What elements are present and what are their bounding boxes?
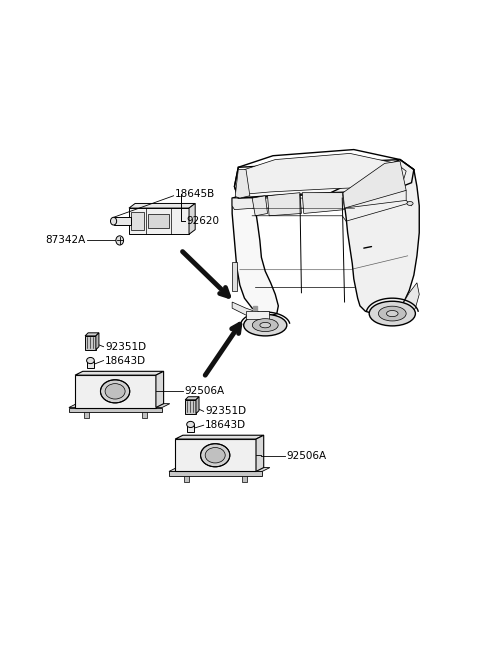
Polygon shape [69, 407, 162, 412]
Ellipse shape [100, 380, 130, 403]
Polygon shape [175, 435, 264, 439]
Polygon shape [185, 397, 199, 400]
Polygon shape [175, 439, 256, 472]
Polygon shape [235, 170, 250, 198]
Bar [84, 412, 89, 419]
Polygon shape [75, 371, 164, 375]
Bar [232, 262, 237, 291]
Polygon shape [85, 333, 99, 336]
Ellipse shape [386, 310, 398, 317]
Bar [148, 215, 169, 228]
Text: 92351D: 92351D [105, 342, 146, 352]
Polygon shape [169, 468, 270, 472]
Polygon shape [96, 333, 99, 350]
Polygon shape [343, 161, 406, 208]
Polygon shape [232, 194, 278, 316]
Polygon shape [75, 375, 156, 407]
Text: 18645B: 18645B [175, 189, 216, 199]
Polygon shape [302, 193, 345, 213]
Polygon shape [234, 159, 414, 198]
Text: 18643D: 18643D [105, 356, 146, 365]
Bar [184, 476, 189, 482]
Polygon shape [129, 208, 189, 234]
Ellipse shape [260, 323, 271, 328]
Ellipse shape [244, 314, 287, 336]
Ellipse shape [110, 217, 117, 225]
Ellipse shape [105, 384, 125, 399]
Polygon shape [85, 336, 96, 350]
Ellipse shape [187, 421, 194, 428]
Polygon shape [241, 154, 406, 194]
Ellipse shape [116, 236, 123, 245]
Ellipse shape [407, 201, 413, 205]
Polygon shape [169, 472, 262, 476]
Polygon shape [156, 371, 164, 407]
Text: 92620: 92620 [187, 216, 220, 226]
Text: 92351D: 92351D [205, 406, 246, 417]
Bar [246, 311, 269, 319]
Polygon shape [129, 203, 195, 208]
Polygon shape [131, 212, 144, 230]
Polygon shape [331, 159, 419, 314]
Text: 92506A: 92506A [184, 386, 225, 396]
Bar [188, 424, 193, 432]
Text: 92506A: 92506A [286, 451, 326, 461]
Ellipse shape [252, 319, 278, 331]
Polygon shape [252, 195, 267, 216]
Ellipse shape [201, 443, 230, 467]
Polygon shape [189, 203, 195, 234]
Polygon shape [256, 435, 264, 472]
Text: 87342A: 87342A [46, 236, 86, 245]
Polygon shape [69, 403, 170, 407]
Polygon shape [400, 283, 419, 319]
Text: 18643D: 18643D [205, 420, 246, 430]
Polygon shape [267, 193, 301, 216]
Polygon shape [232, 190, 406, 210]
Polygon shape [185, 400, 196, 414]
Bar [87, 361, 94, 368]
Polygon shape [196, 397, 199, 414]
Bar [242, 476, 247, 482]
Ellipse shape [369, 301, 415, 326]
Bar [114, 217, 131, 225]
Bar [142, 412, 147, 419]
Ellipse shape [378, 306, 406, 321]
Ellipse shape [86, 358, 94, 363]
Polygon shape [232, 302, 278, 323]
Ellipse shape [205, 447, 225, 463]
